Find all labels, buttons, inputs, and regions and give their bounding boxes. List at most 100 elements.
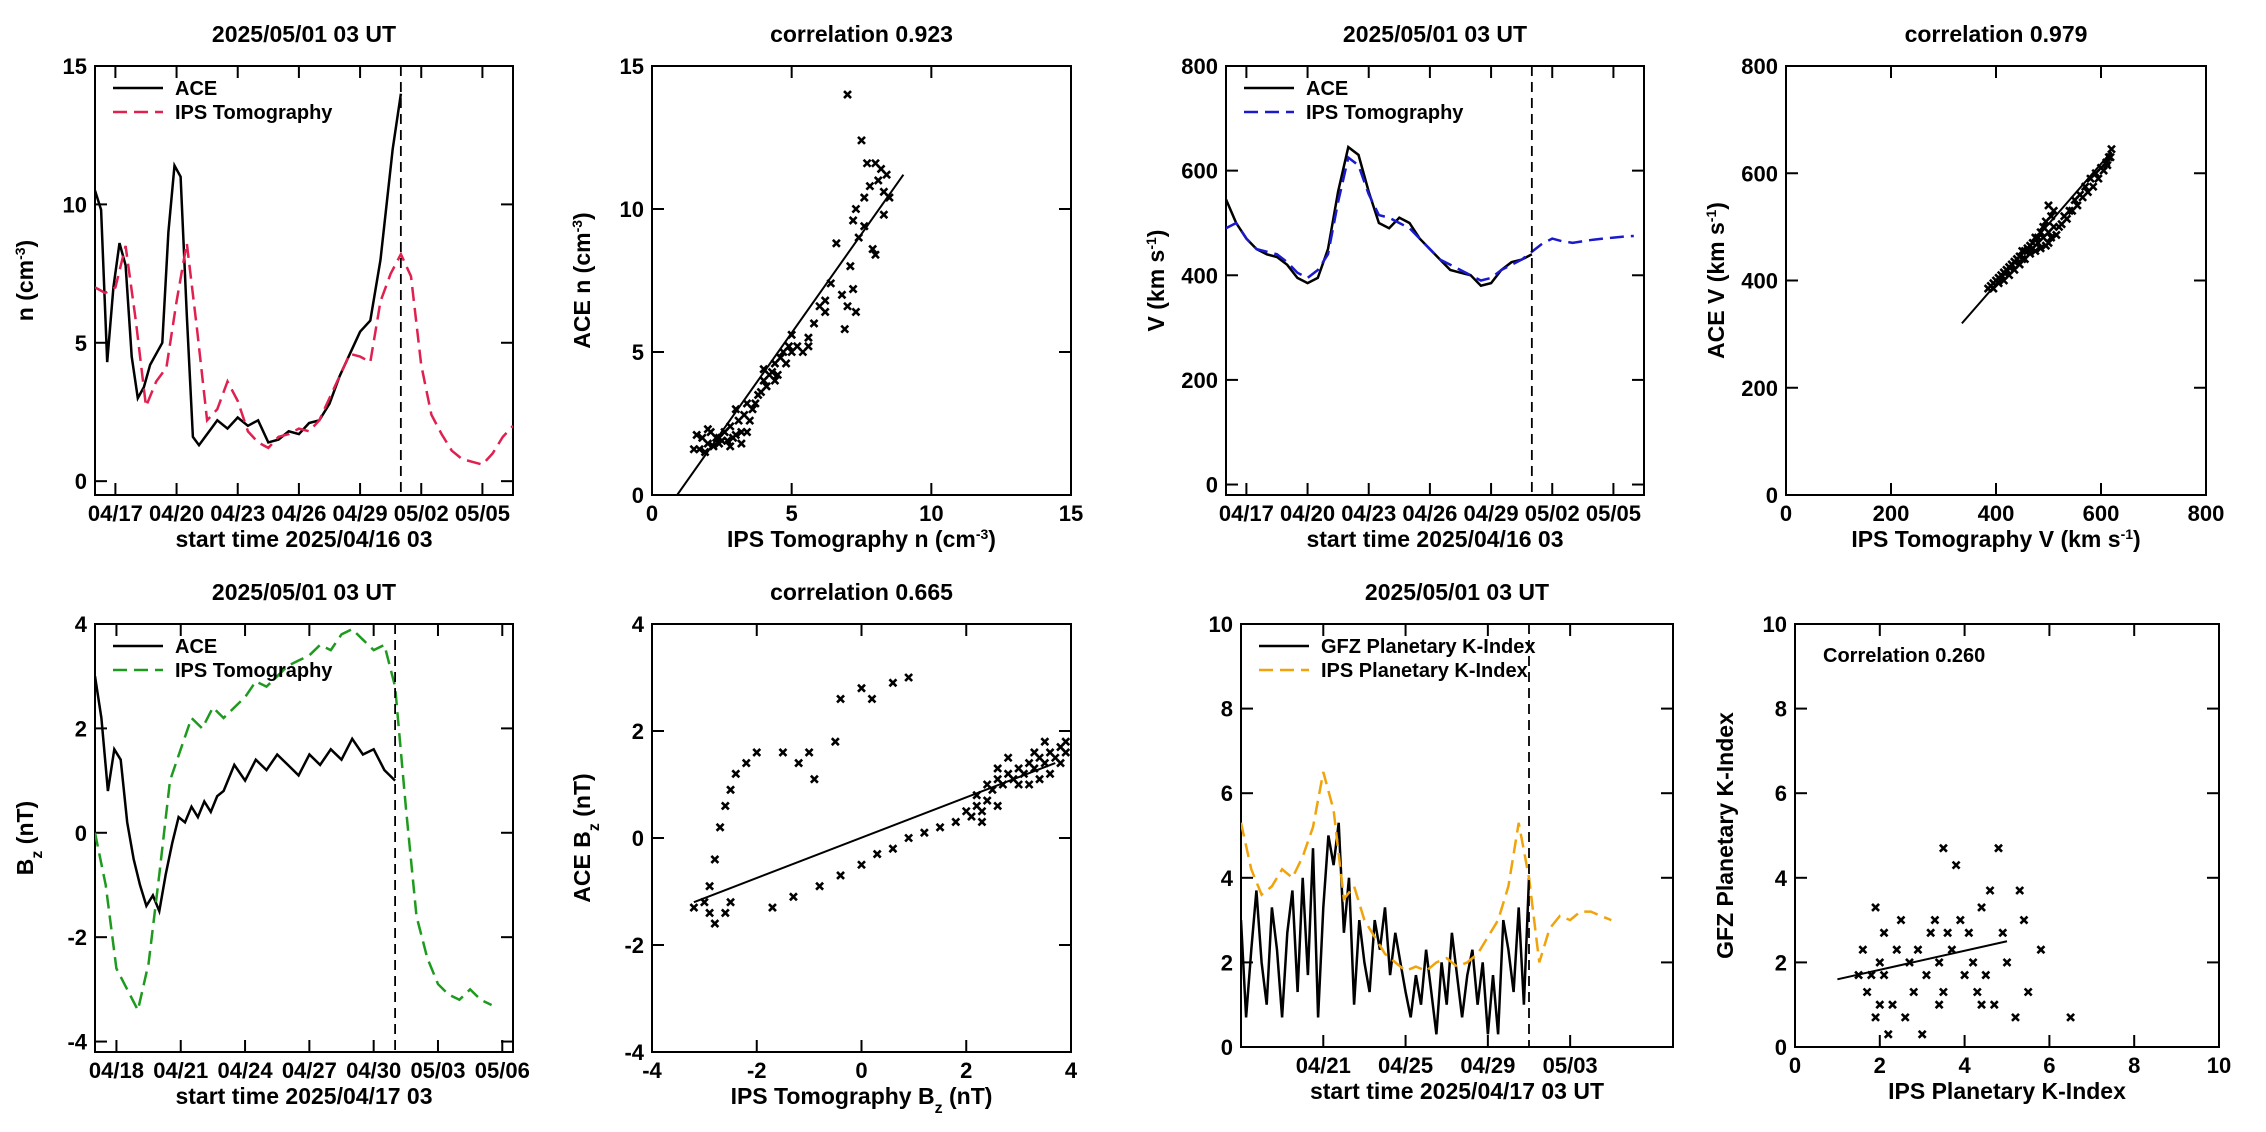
x-tick-label: 10 [919,501,943,526]
y-tick-label: 2 [75,716,87,741]
data-point [904,673,914,682]
data-point [1024,780,1034,789]
data-point [720,908,730,918]
data-point [759,364,769,374]
data-point [703,439,713,448]
data-point [2023,987,2033,997]
x-tick-label: 05/03 [410,1058,465,1083]
data-point [692,430,702,440]
data-point [836,871,845,880]
data-point [831,238,841,248]
data-point [2002,957,2012,967]
data-point [804,747,814,757]
data-point [1862,987,1872,997]
x-axis-label: start time 2025/04/17 03 UT [1310,1078,1604,1104]
plot-area [676,90,905,495]
data-point [1977,902,1986,912]
data-point [2036,945,2046,955]
data-point [871,250,880,260]
plot-area [1961,144,2116,325]
panel-2: 0 5 10 15 0 5 10 15 correlation 0.923 IPS Tomogra… [569,21,1083,552]
y-tick-label: 400 [1741,269,1778,294]
data-point [723,436,732,446]
x-tick-label: 4 [1958,1053,1971,1078]
plot-area [1226,66,1634,495]
data-point [725,421,735,431]
series-line-2 [1241,771,1612,973]
data-point [689,903,699,912]
y-tick-label: 800 [1181,54,1218,79]
data-point [2036,243,2046,253]
plot-frame [94,623,514,1053]
y-tick-label: 5 [75,331,87,356]
y-tick-label: 15 [63,54,87,79]
data-point [988,785,997,795]
y-tick-label: 8 [1775,697,1787,722]
y-tick-label: 10 [1209,612,1233,637]
legend-label-2: IPS Planetary K-Index [1321,660,1528,682]
x-tick-label: 04/26 [1402,501,1457,526]
data-point [1056,758,1065,768]
data-point [1934,1000,1944,1010]
data-point [787,330,797,340]
data-point [2011,1012,2020,1022]
data-point [845,261,855,271]
data-point [2066,1012,2076,1022]
x-tick-label: 05/05 [455,501,510,526]
y-axis-label: V (km s-1) [1143,230,1169,332]
data-point [993,801,1003,811]
data-point [1019,769,1029,779]
fit-line [1837,940,2008,981]
x-tick-label: 04/30 [346,1058,401,1083]
x-tick-label: 15 [1059,501,1083,526]
legend-label-1: ACE [1306,78,1348,100]
x-tick-label: 600 [2083,501,2120,526]
data-point [1014,780,1024,789]
data-point [879,210,889,220]
x-tick-label: -4 [642,1058,662,1083]
x-tick-label: 2 [1874,1053,1886,1078]
data-point [794,758,804,768]
data-point [1854,970,1864,980]
panel-4: 0 200 400 600 800 0 200 400 600 800 correlation 0.… [1703,21,2224,552]
x-tick-label: 04/29 [1464,501,1519,526]
x-tick-label: 04/29 [333,501,388,526]
data-point [750,399,760,408]
data-point [2049,206,2059,216]
data-point [2080,182,2090,192]
data-point [720,801,730,811]
data-point [2093,174,2103,184]
data-point [2088,182,2098,192]
x-tick-label: 800 [2188,501,2225,526]
x-tick-label: 04/27 [282,1058,337,1083]
data-point [867,694,877,704]
y-tick-label: 6 [1221,781,1233,806]
data-point [1930,915,1940,925]
y-tick-label: 6 [1775,781,1787,806]
data-point [710,919,720,929]
data-point [762,381,771,391]
data-point [840,324,850,334]
x-tick-label: 04/24 [218,1058,274,1083]
x-axis-label: start time 2025/04/17 03 [175,1083,432,1109]
data-point [857,135,866,145]
data-point [1883,1029,1893,1039]
data-point [2046,233,2056,243]
y-tick-label: 4 [632,612,645,637]
y-tick-label: 0 [1775,1035,1787,1060]
x-tick-label: 6 [2043,1053,2055,1078]
data-point [993,764,1003,773]
data-point [859,221,869,231]
data-point [778,747,788,757]
data-point [885,193,894,202]
data-point [1858,945,1868,955]
data-point [699,897,709,907]
y-axis-label: ACE n (cm-3) [569,212,595,348]
y-tick-label: 8 [1221,697,1233,722]
chart-title: correlation 0.923 [770,21,953,47]
x-tick-label: 0 [855,1058,867,1083]
data-point [888,678,898,688]
panel-7: 04/21 04/25 04/29 05/03 0 2 4 6 8 10 2025/05/01 03… [1209,579,1674,1104]
y-axis-label: ACE Bz (nT) [569,773,603,902]
